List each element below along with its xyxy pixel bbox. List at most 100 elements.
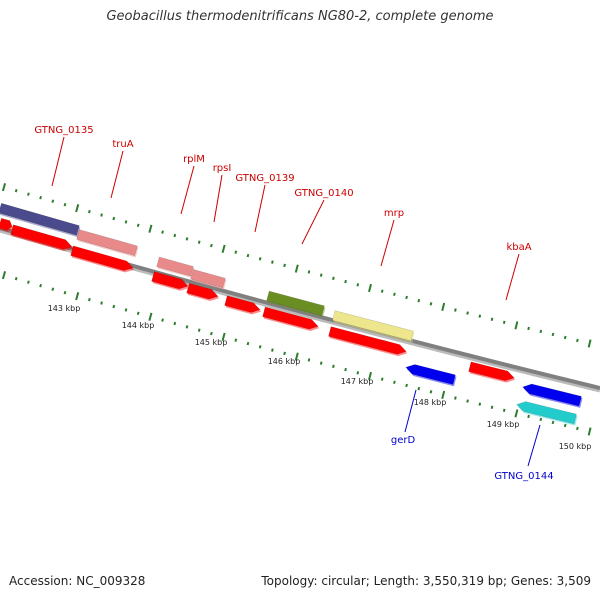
outer-tick (563, 335, 567, 340)
leader-line (51, 136, 65, 187)
outer-tick (478, 314, 482, 318)
inner-tick (441, 390, 446, 400)
inner-tick (210, 331, 213, 336)
inner-tick (587, 427, 592, 436)
outer-tick (490, 317, 494, 321)
inner-tick (246, 341, 250, 346)
outer-tick (27, 192, 30, 196)
outer-tick (539, 329, 543, 334)
inner-tick (429, 390, 433, 394)
gene-GTNG_0135-bar-body (0, 202, 80, 236)
cds-arrow (224, 295, 262, 315)
inner-tick (39, 283, 42, 288)
gene-GTNG_0144-arrow (516, 401, 578, 426)
outer-tick (173, 233, 177, 238)
inner-tick (27, 280, 30, 284)
outer-tick (576, 338, 579, 343)
cds-arrow (10, 224, 74, 252)
kbp-label: 144 kbp (122, 321, 155, 330)
outer-tick (14, 188, 18, 193)
topology-text: Topology: circular; Length: 3,550,319 bp… (261, 574, 591, 588)
cds-arrow-body (0, 217, 13, 231)
outer-tick (63, 202, 67, 207)
outer-tick (75, 204, 80, 213)
leader-line (527, 424, 541, 467)
gene-mrp-bar-body (332, 310, 414, 342)
gene-label: GTNG_0139 (235, 173, 294, 184)
tick-marks (1, 183, 592, 436)
inner-tick (454, 396, 457, 400)
cds-arrow (328, 326, 408, 357)
kbp-label: 147 kbp (341, 377, 374, 386)
outer-tick (1, 183, 7, 192)
gene-truA-bar-body (76, 229, 138, 256)
outer-tick (587, 339, 592, 348)
inner-tick (307, 358, 311, 362)
inner-tick (51, 287, 55, 291)
cds-arrow-body (262, 306, 319, 330)
outer-tick (112, 216, 116, 221)
gene-label: truA (112, 139, 133, 150)
leader-line (180, 165, 195, 215)
gene-label: GTNG_0135 (34, 125, 93, 136)
kbp-label: 149 kbp (487, 420, 520, 429)
kbp-label: 148 kbp (414, 398, 447, 407)
map-title: Geobacillus thermodenitrificans NG80-2, … (106, 9, 494, 24)
leader-line (110, 150, 124, 199)
inner-tick (368, 371, 372, 381)
gene-label: rplM (183, 154, 205, 165)
gene-rpsI-bar-body (190, 269, 226, 289)
gene-GTNG_0144-arrow-body (516, 401, 577, 425)
inner-tick (221, 332, 226, 342)
outer-tick (197, 240, 201, 244)
kbp-label: 146 kbp (268, 357, 301, 366)
leader-line (505, 253, 520, 301)
gene-label: gerD (391, 435, 416, 446)
inner-tick (551, 420, 555, 425)
cds-arrow (70, 245, 135, 273)
inner-tick (417, 386, 421, 391)
gene-labels: GTNG_0135 truA rplM rpsIGTNG_0139GTNG_0140m… (34, 125, 553, 482)
cds-arrow-body (522, 383, 582, 407)
inner-tick (124, 308, 128, 312)
inner-tick (514, 409, 519, 418)
inner-tick (258, 345, 262, 349)
outer-tick (51, 199, 55, 203)
cds-arrow (522, 383, 583, 408)
outer-tick (393, 292, 396, 297)
inner-tick (319, 361, 323, 365)
outer-tick (368, 283, 372, 293)
gene-GTNG_0140-bar (266, 290, 326, 318)
inner-tick (502, 408, 506, 413)
inner-tick (294, 352, 299, 361)
inner-tick (466, 399, 469, 403)
inner-tick (539, 417, 543, 422)
cds-arrow (151, 271, 190, 291)
outer-tick (551, 332, 555, 337)
outer-tick (332, 276, 335, 281)
inner-tick (332, 364, 335, 369)
inner-tick (100, 301, 103, 305)
outer-tick (454, 308, 457, 312)
outer-tick (100, 213, 103, 217)
inner-tick (380, 377, 384, 381)
outer-tick (88, 209, 91, 214)
outer-tick (502, 320, 506, 325)
cds-arrow (468, 361, 516, 383)
outer-tick (307, 270, 311, 274)
outer-tick (527, 326, 530, 331)
inner-tick (161, 318, 164, 322)
gene-rplM-bar-body (156, 256, 194, 277)
gene-rpsI-bar (190, 269, 227, 290)
inner-tick (1, 271, 7, 280)
inner-tick (405, 383, 408, 388)
inner-tick (563, 423, 567, 428)
outer-tick (344, 279, 347, 284)
inner-tick (63, 290, 67, 295)
outer-tick (124, 220, 128, 224)
cds-arrow-body (186, 283, 219, 300)
outer-tick (258, 257, 262, 261)
gene-label: rpsI (213, 163, 232, 174)
leader-line (301, 199, 325, 245)
